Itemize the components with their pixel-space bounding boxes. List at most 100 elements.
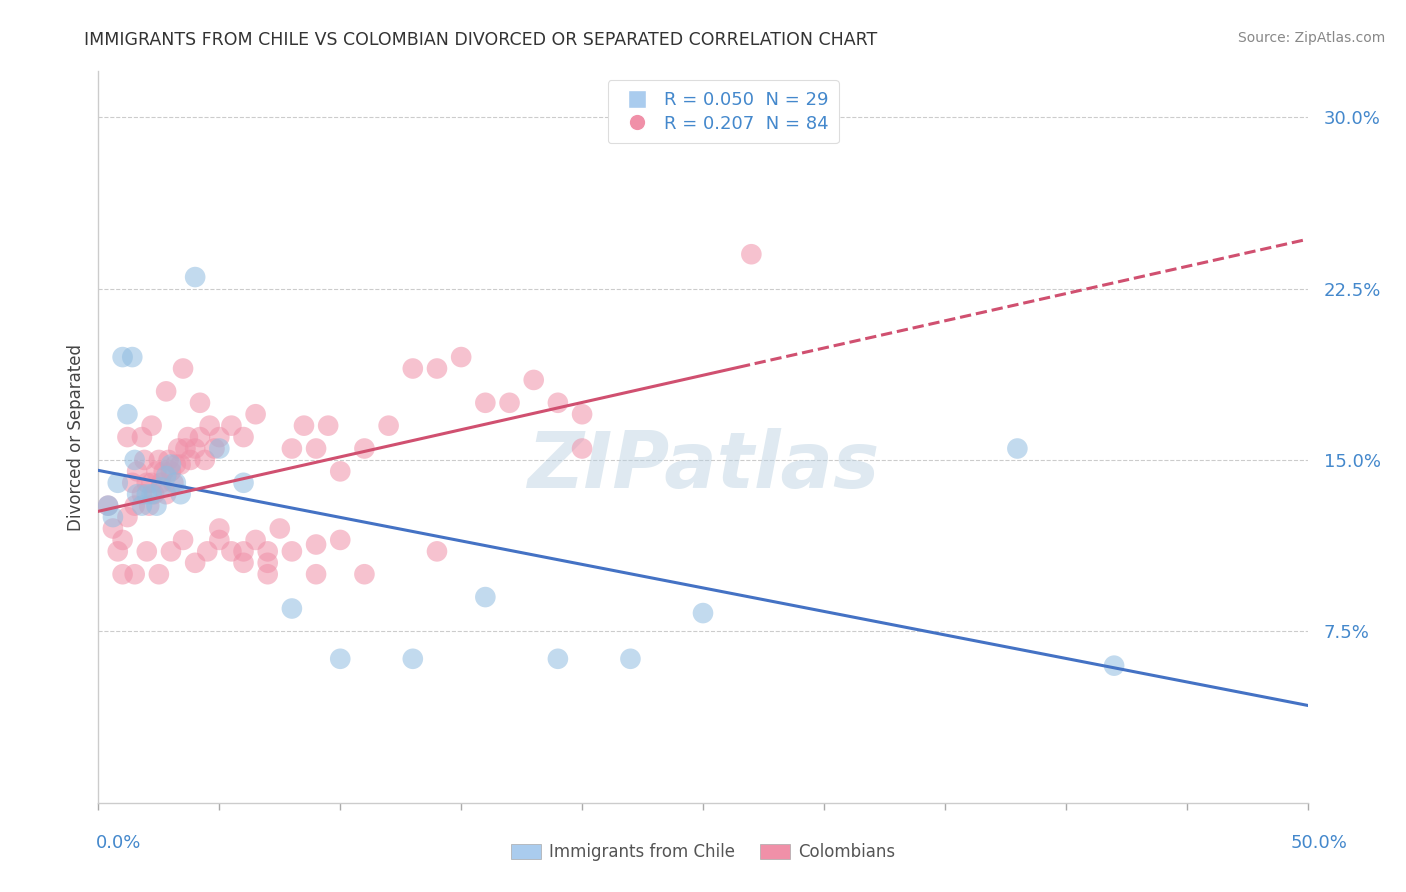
Point xyxy=(547,396,569,410)
Point xyxy=(232,430,254,444)
Point xyxy=(141,475,163,490)
Point xyxy=(194,453,217,467)
Point xyxy=(111,533,134,547)
Text: 0.0%: 0.0% xyxy=(96,834,141,852)
Point xyxy=(135,475,157,490)
Point xyxy=(198,418,221,433)
Point xyxy=(124,499,146,513)
Point xyxy=(165,458,187,472)
Point xyxy=(124,453,146,467)
Point xyxy=(160,544,183,558)
Text: IMMIGRANTS FROM CHILE VS COLOMBIAN DIVORCED OR SEPARATED CORRELATION CHART: IMMIGRANTS FROM CHILE VS COLOMBIAN DIVOR… xyxy=(84,31,877,49)
Point xyxy=(169,458,191,472)
Text: Source: ZipAtlas.com: Source: ZipAtlas.com xyxy=(1237,31,1385,45)
Point xyxy=(121,475,143,490)
Point xyxy=(160,458,183,472)
Point xyxy=(107,544,129,558)
Point xyxy=(162,475,184,490)
Point xyxy=(141,418,163,433)
Point xyxy=(157,453,180,467)
Point xyxy=(150,475,173,490)
Point xyxy=(131,499,153,513)
Point xyxy=(97,499,120,513)
Point xyxy=(101,510,124,524)
Point xyxy=(353,567,375,582)
Point xyxy=(305,537,328,551)
Point xyxy=(141,487,163,501)
Point xyxy=(402,652,425,666)
Point xyxy=(245,407,267,421)
Point xyxy=(740,247,762,261)
Point xyxy=(523,373,546,387)
Point xyxy=(329,533,352,547)
Point xyxy=(256,567,278,582)
Point xyxy=(305,567,328,582)
Point xyxy=(474,590,496,604)
Point xyxy=(426,361,449,376)
Point xyxy=(1102,658,1125,673)
Point xyxy=(152,464,174,478)
Point xyxy=(1007,442,1029,456)
Point xyxy=(204,442,226,456)
Point xyxy=(305,442,328,456)
Point xyxy=(188,430,211,444)
Point xyxy=(143,487,166,501)
Point xyxy=(692,606,714,620)
Point xyxy=(208,533,231,547)
Point xyxy=(148,567,170,582)
Point xyxy=(281,442,304,456)
Text: 50.0%: 50.0% xyxy=(1291,834,1347,852)
Point xyxy=(179,453,201,467)
Point xyxy=(177,430,200,444)
Point xyxy=(124,567,146,582)
Point xyxy=(167,442,190,456)
Point xyxy=(117,430,139,444)
Point xyxy=(155,487,177,501)
Point xyxy=(547,652,569,666)
Point xyxy=(232,556,254,570)
Point xyxy=(184,270,207,285)
Point xyxy=(135,487,157,501)
Point xyxy=(107,475,129,490)
Point xyxy=(184,442,207,456)
Point xyxy=(160,464,183,478)
Point xyxy=(232,544,254,558)
Point xyxy=(127,464,149,478)
Point xyxy=(145,499,167,513)
Point xyxy=(174,442,197,456)
Point xyxy=(281,601,304,615)
Point xyxy=(111,567,134,582)
Point xyxy=(145,464,167,478)
Point xyxy=(208,521,231,535)
Point xyxy=(195,544,218,558)
Point xyxy=(256,556,278,570)
Point xyxy=(269,521,291,535)
Point xyxy=(353,442,375,456)
Point xyxy=(402,361,425,376)
Point xyxy=(208,442,231,456)
Point xyxy=(245,533,267,547)
Point xyxy=(316,418,339,433)
Point xyxy=(256,544,278,558)
Point xyxy=(450,350,472,364)
Point xyxy=(165,475,187,490)
Y-axis label: Divorced or Separated: Divorced or Separated xyxy=(66,343,84,531)
Point xyxy=(148,453,170,467)
Point xyxy=(474,396,496,410)
Point xyxy=(188,396,211,410)
Legend: Immigrants from Chile, Colombians: Immigrants from Chile, Colombians xyxy=(503,837,903,868)
Point xyxy=(377,418,399,433)
Point xyxy=(208,430,231,444)
Point xyxy=(127,487,149,501)
Point xyxy=(281,544,304,558)
Point xyxy=(172,361,194,376)
Point xyxy=(155,469,177,483)
Point xyxy=(184,556,207,570)
Point xyxy=(121,350,143,364)
Point xyxy=(329,464,352,478)
Point xyxy=(131,430,153,444)
Point xyxy=(138,499,160,513)
Point xyxy=(571,407,593,421)
Point xyxy=(232,475,254,490)
Point xyxy=(97,499,120,513)
